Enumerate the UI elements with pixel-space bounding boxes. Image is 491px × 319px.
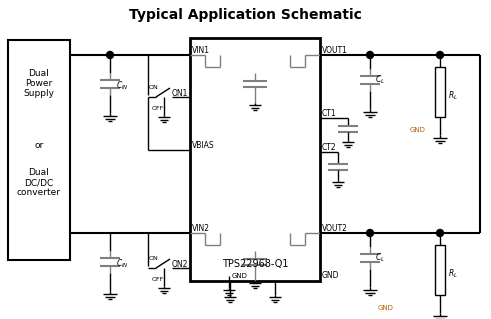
Text: ON: ON [149, 256, 159, 261]
Text: VOUT1: VOUT1 [322, 46, 348, 55]
Text: TPS22968-Q1: TPS22968-Q1 [222, 259, 288, 269]
Text: VIN2: VIN2 [192, 224, 210, 233]
Text: $C_L$: $C_L$ [375, 73, 385, 85]
Circle shape [436, 51, 443, 58]
Circle shape [436, 229, 443, 236]
Text: or: or [34, 141, 44, 150]
Text: $R_L$: $R_L$ [448, 268, 458, 280]
Bar [190, 38, 320, 281]
Text: $C_{IN}$: $C_{IN}$ [116, 79, 129, 92]
Text: VOUT2: VOUT2 [322, 224, 348, 233]
Circle shape [366, 229, 374, 236]
Text: VIN1: VIN1 [192, 46, 210, 55]
Text: Typical Application Schematic: Typical Application Schematic [129, 8, 362, 22]
Text: CT1: CT1 [322, 109, 337, 118]
Circle shape [366, 51, 374, 58]
Text: OFF: OFF [152, 277, 164, 282]
Text: Dual
Power
Supply: Dual Power Supply [24, 69, 55, 98]
Text: $C_L$: $C_L$ [375, 251, 385, 263]
Text: GND: GND [322, 271, 339, 280]
Text: ON2: ON2 [172, 260, 188, 269]
Bar [8, 40, 70, 260]
Bar [435, 245, 445, 295]
Text: $R_L$: $R_L$ [448, 90, 458, 102]
Text: VBIAS: VBIAS [192, 141, 215, 150]
Text: OFF: OFF [152, 106, 164, 111]
Text: CT2: CT2 [322, 143, 337, 152]
Text: GND: GND [232, 273, 248, 279]
Circle shape [107, 51, 113, 58]
Text: Dual
DC/DC
converter: Dual DC/DC converter [17, 167, 61, 197]
Bar [435, 67, 445, 117]
Text: ON1: ON1 [172, 89, 188, 98]
Text: $C_{IN}$: $C_{IN}$ [116, 257, 129, 270]
Text: GND: GND [410, 127, 426, 133]
Text: GND: GND [378, 305, 394, 311]
Text: ON: ON [149, 85, 159, 90]
